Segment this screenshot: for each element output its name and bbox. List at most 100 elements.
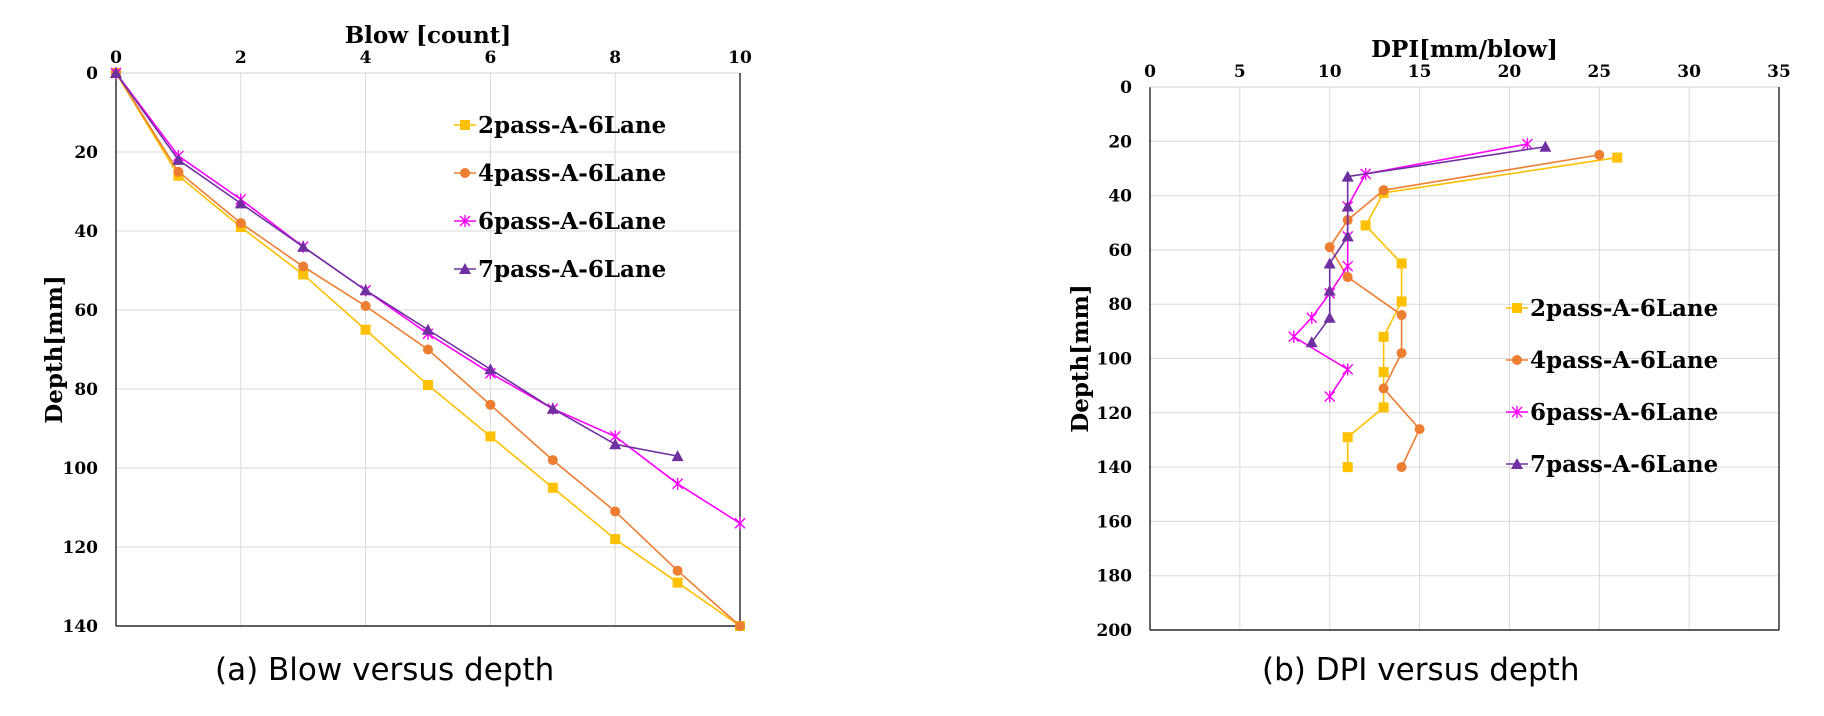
chart-b-point-2pass-a-6lane-8	[1342, 432, 1353, 443]
chart-b-point-4pass-a-6lane-8	[1414, 424, 1425, 435]
chart-a-point-2pass-a-6lane-6	[485, 431, 496, 442]
chart-b-x-tick-label-15: 15	[1408, 62, 1432, 82]
chart-a-point-6pass-a-6lane-9	[672, 477, 684, 490]
chart-b-legend-label-7pass-a-6lane: 7pass-A-6Lane	[1530, 451, 1718, 478]
chart-b-point-4pass-a-6lane-1	[1378, 185, 1389, 196]
chart-b-x-tick-label-5: 5	[1234, 62, 1246, 82]
chart-a-y-tick-label-120: 120	[63, 538, 99, 558]
chart-a-legend-marker-6pass-a-6lane	[459, 215, 471, 227]
caption-b: (b) DPI versus depth	[1262, 652, 1580, 688]
chart-a-point-7pass-a-6lane-0	[110, 67, 122, 78]
chart-a-point-4pass-a-6lane-2	[235, 218, 246, 229]
chart-b-point-2pass-a-6lane-3	[1396, 258, 1407, 269]
chart-a-point-2pass-a-6lane-4	[360, 324, 371, 335]
chart-a-point-7pass-a-6lane-3	[297, 240, 310, 252]
chart-a-point-2pass-a-6lane-3	[298, 269, 309, 280]
chart-b-y-tick-label-140: 140	[1097, 458, 1133, 478]
chart-b-point-6pass-a-6lane-0	[1521, 138, 1533, 151]
chart-a-point-6pass-a-6lane-10	[734, 517, 746, 530]
chart-a-x-axis-title: Blow [count]	[345, 22, 512, 49]
chart-a-legend-marker-7pass-a-6lane	[459, 263, 471, 274]
chart-b-point-6pass-a-6lane-8	[1342, 363, 1354, 376]
chart-a-point-7pass-a-6lane-5	[422, 323, 434, 335]
chart-a-legend-label-7pass-a-6lane: 7pass-A-6Lane	[478, 256, 666, 283]
chart-a-point-4pass-a-6lane-10	[735, 621, 745, 631]
chart-a-series-7pass-a-6lane	[110, 67, 684, 462]
chart-b-x-tick-label-35: 35	[1767, 62, 1791, 82]
chart-b-line-2pass-a-6lane	[1346, 156, 1618, 468]
chart-b-y-tick-label-160: 160	[1097, 512, 1133, 532]
chart-a-y-tick-label-40: 40	[74, 222, 98, 242]
chart-a-point-7pass-a-6lane-4	[359, 284, 372, 296]
chart-b-y-tick-label-200: 200	[1097, 621, 1133, 641]
chart-b-legend-marker-7pass-a-6lane	[1511, 458, 1523, 469]
chart-b-y-tick-label-20: 20	[1108, 132, 1132, 152]
chart-a-y-tick-label-100: 100	[63, 459, 99, 479]
chart-b-point-4pass-a-6lane-0	[1594, 149, 1605, 160]
chart-a-point-7pass-a-6lane-7	[546, 402, 559, 414]
chart-a-point-4pass-a-6lane-3	[298, 261, 309, 272]
dpi-depth-chart: 0 5 10 15 20 25 30 35 0 20 40 60 80 100 120 140 160 180 20…	[1067, 36, 1791, 641]
chart-b-y-axis-title: Depth[mm]	[1067, 284, 1094, 432]
chart-a-x-tick-label-0: 0	[110, 48, 122, 68]
chart-b-x-tick-label-10: 10	[1318, 62, 1342, 82]
chart-b-x-tick-label-25: 25	[1587, 62, 1611, 82]
chart-a-point-2pass-a-6lane-7	[547, 482, 558, 493]
chart-b-point-2pass-a-6lane-0	[1612, 152, 1623, 163]
chart-b-legend-label-2pass-a-6lane: 2pass-A-6Lane	[1530, 295, 1718, 322]
chart-b-x-tick-label-0: 0	[1144, 62, 1156, 82]
chart-b-point-4pass-a-6lane-4	[1342, 272, 1353, 283]
chart-a-point-7pass-a-6lane-9	[671, 450, 684, 462]
chart-b-point-6pass-a-6lane-7	[1288, 330, 1300, 343]
chart-b-point-4pass-a-6lane-6	[1396, 348, 1407, 359]
chart-b-y-tick-label-60: 60	[1108, 241, 1132, 261]
chart-a-x-tick-label-10: 10	[728, 48, 752, 68]
chart-b-x-tick-label-20: 20	[1498, 62, 1522, 82]
chart-b-point-7pass-a-6lane-3	[1341, 230, 1354, 242]
chart-b-point-6pass-a-6lane-6	[1306, 311, 1318, 324]
chart-b-point-2pass-a-6lane-9	[1342, 462, 1353, 473]
chart-a-y-tick-label-140: 140	[63, 617, 99, 637]
chart-b-legend: 2pass-A-6Lane 4pass-A-6Lane 6pass-A-6Lane 7…	[1506, 295, 1718, 478]
chart-a-legend-marker-4pass-a-6lane	[460, 168, 470, 178]
chart-a-legend-marker-2pass-a-6lane	[460, 120, 470, 130]
chart-a-x-tick-label-2: 2	[235, 48, 247, 68]
chart-b-legend-marker-4pass-a-6lane	[1512, 355, 1522, 365]
chart-a-y-tick-label-20: 20	[74, 143, 98, 163]
chart-b-point-7pass-a-6lane-7	[1305, 336, 1318, 348]
chart-b-point-4pass-a-6lane-7	[1378, 383, 1389, 394]
chart-a-y-tick-label-0: 0	[86, 64, 98, 84]
chart-a-point-4pass-a-6lane-7	[547, 455, 558, 466]
chart-a-legend-label-2pass-a-6lane: 2pass-A-6Lane	[478, 112, 666, 139]
chart-b-x-tick-label-30: 30	[1677, 62, 1701, 82]
chart-b-point-7pass-a-6lane-4	[1323, 257, 1336, 269]
chart-b-y-tick-label-100: 100	[1097, 350, 1133, 370]
chart-b-series-7pass-a-6lane	[1305, 140, 1552, 348]
chart-a-x-tick-label-4: 4	[360, 48, 372, 68]
chart-b-legend-marker-6pass-a-6lane	[1511, 406, 1523, 418]
chart-b-point-7pass-a-6lane-6	[1323, 311, 1336, 323]
chart-b-legend-label-6pass-a-6lane: 6pass-A-6Lane	[1530, 399, 1718, 426]
chart-a-x-tick-label-6: 6	[484, 48, 496, 68]
chart-b-line-4pass-a-6lane	[1328, 154, 1600, 468]
chart-b-legend-label-4pass-a-6lane: 4pass-A-6Lane	[1530, 347, 1718, 374]
chart-b-point-4pass-a-6lane-5	[1396, 310, 1407, 321]
chart-a-point-4pass-a-6lane-1	[173, 166, 184, 177]
chart-b-point-2pass-a-6lane-4	[1396, 296, 1407, 307]
chart-b-point-4pass-a-6lane-9	[1396, 462, 1407, 473]
chart-a-legend: 2pass-A-6Lane 4pass-A-6Lane 6pass-A-6Lane 7…	[454, 112, 666, 283]
chart-a-point-4pass-a-6lane-4	[360, 301, 371, 312]
chart-b-point-2pass-a-6lane-5	[1378, 331, 1389, 342]
chart-a-point-7pass-a-6lane-8	[609, 438, 622, 450]
chart-a-point-7pass-a-6lane-2	[234, 197, 247, 209]
chart-a-point-4pass-a-6lane-5	[423, 344, 433, 355]
chart-b-y-tick-label-80: 80	[1108, 295, 1132, 315]
chart-a-point-4pass-a-6lane-6	[485, 399, 496, 410]
chart-a-x-tick-label-8: 8	[609, 48, 621, 68]
chart-b-y-tick-label-180: 180	[1097, 567, 1133, 587]
chart-b-x-axis-title: DPI[mm/blow]	[1371, 36, 1558, 63]
chart-b-point-2pass-a-6lane-2	[1360, 220, 1371, 231]
chart-a-y-tick-label-60: 60	[74, 301, 98, 321]
